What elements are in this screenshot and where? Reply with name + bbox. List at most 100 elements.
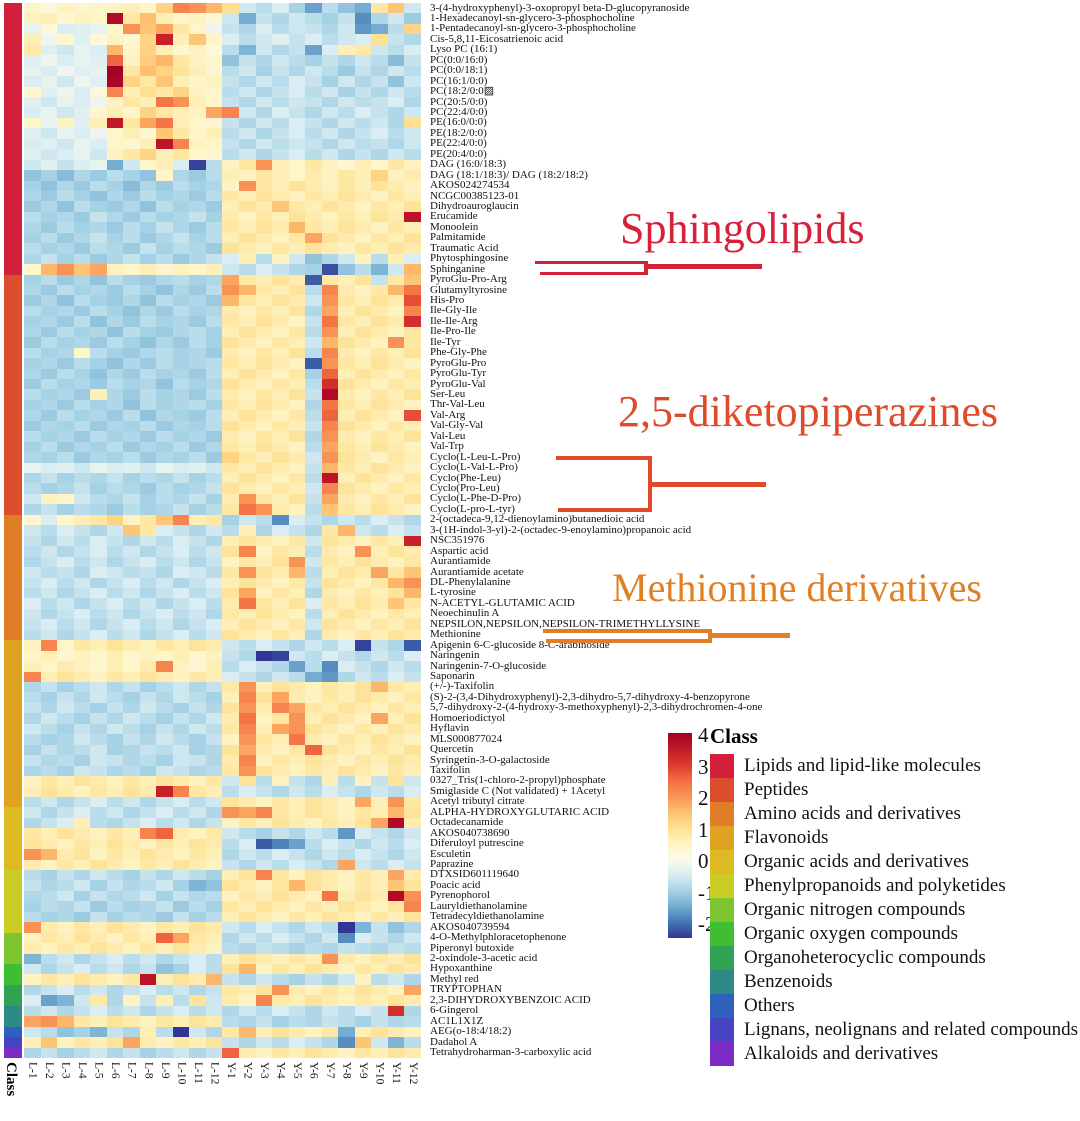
heatmap-cell [387,420,405,432]
heatmap-cell [106,661,124,672]
heatmap-cell [189,755,206,766]
heatmap-cell [222,13,240,24]
heatmap-cell [288,974,306,985]
heatmap-cell [354,922,372,933]
heatmap-cell [123,911,140,923]
heatmap-cell [73,44,91,56]
heatmap-cell [321,702,339,714]
row-label: Cis-5,8,11-Eicosatrienoic acid [430,32,564,45]
heatmap-cell [189,462,206,474]
heatmap-cell [305,953,322,964]
heatmap-cell [288,86,306,97]
heatmap-cell [387,535,405,547]
class-legend-item: Organic oxygen compounds [710,922,1078,946]
heatmap-cell [321,473,339,484]
heatmap-cell [189,869,206,881]
heatmap-cell [172,305,190,317]
heatmap-cell [73,901,91,912]
heatmap-cell [321,170,339,181]
heatmap-cell [387,399,405,411]
heatmap-cell [205,117,223,129]
heatmap-cell [387,953,405,964]
heatmap-cell [305,441,322,453]
heatmap-cell [288,984,306,996]
heatmap-cell [205,828,223,839]
heatmap-cell [371,191,388,202]
heatmap-cell [371,661,388,672]
heatmap-cell [321,493,339,505]
heatmap-cell [189,493,206,505]
heatmap-cell [24,598,41,609]
heatmap-cell [24,901,41,912]
heatmap-cell [189,744,206,756]
heatmap-cell [205,128,223,139]
heatmap-cell [106,410,124,421]
heatmap-cell [272,462,289,474]
heatmap-cell [73,932,91,944]
heatmap-cell [222,932,240,944]
heatmap-cell [123,170,140,181]
column-label: L-3 [59,1062,72,1079]
heatmap-cell [404,723,421,735]
heatmap-cell [156,817,173,829]
heatmap-cell [321,462,339,474]
heatmap-cell [90,399,107,411]
heatmap-cell [387,807,405,818]
heatmap-cell [371,650,388,662]
heatmap-cell [189,859,206,870]
heatmap-cell [205,1037,223,1048]
heatmap-cell [24,305,41,317]
heatmap-cell [354,316,372,327]
heatmap-cell [189,316,206,327]
heatmap-cell [57,713,74,724]
heatmap-cell [139,702,157,714]
heatmap-cell [321,755,339,766]
heatmap-cell [288,702,306,714]
heatmap-cell [354,347,372,359]
heatmap-cell [139,629,157,641]
heatmap-cell [189,159,206,171]
row-label: PyroGlu-Pro-Arg [430,273,507,286]
heatmap-cell [354,1016,372,1027]
heatmap-cell [387,849,405,860]
heatmap-cell [272,1037,289,1048]
heatmap-cell [90,97,107,108]
heatmap-cell [156,744,173,756]
heatmap-cell [387,274,405,286]
heatmap-cell [123,107,140,118]
heatmap-cell [24,326,41,338]
heatmap-cell [123,671,140,682]
heatmap-cell [24,389,41,400]
heatmap-cell [255,211,273,223]
heatmap-cell [73,817,91,829]
row-label: NEPSILON,NEPSILON,NEPSILON-TRIMETHYLLYSI… [430,617,701,630]
heatmap-cell [404,546,421,557]
heatmap-cell [90,807,107,818]
heatmap-cell [404,995,421,1006]
heatmap-cell [205,619,223,630]
heatmap-cell [239,514,256,526]
heatmap-cell [371,358,388,369]
heatmap-cell [222,671,240,682]
heatmap-cell [40,305,58,317]
heatmap-cell [222,567,240,578]
heatmap-cell [172,420,190,432]
heatmap-cell [272,744,289,756]
heatmap-cell [73,546,91,557]
heatmap-cell [272,399,289,411]
heatmap-cell [404,984,421,996]
heatmap-cell [106,264,124,275]
heatmap-cell [139,504,157,515]
heatmap-cell [57,379,74,390]
heatmap-cell [205,932,223,944]
heatmap-cell [404,702,421,714]
heatmap-cell [371,995,388,1006]
heatmap-cell [371,577,388,588]
heatmap-cell [338,911,355,923]
heatmap-cell [123,546,140,557]
heatmap-cell [139,222,157,233]
heatmap-cell [338,640,355,651]
heatmap-cell [205,399,223,411]
heatmap-cell [305,556,322,568]
heatmap-cell [189,567,206,578]
